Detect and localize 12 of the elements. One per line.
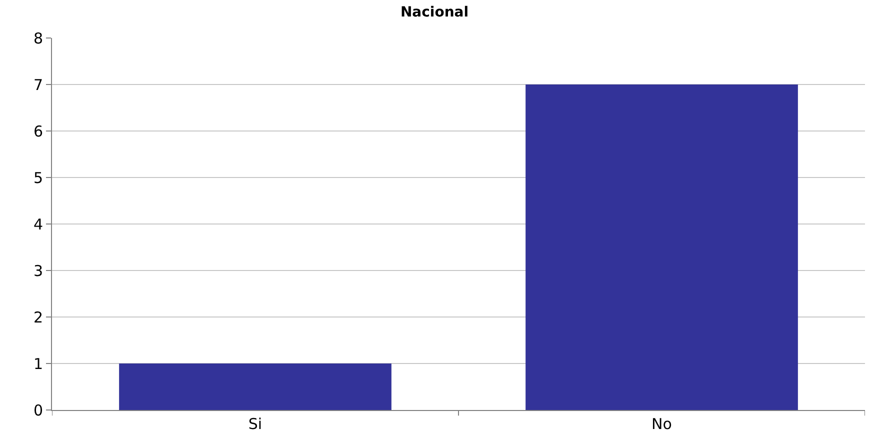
x-tick-label: Si bbox=[248, 415, 262, 433]
chart-title: Nacional bbox=[400, 4, 469, 20]
x-tick-label: No bbox=[652, 415, 672, 433]
y-tick-label: 1 bbox=[33, 354, 43, 373]
y-tick-label: 2 bbox=[33, 308, 43, 326]
y-tick-label: 8 bbox=[33, 29, 43, 48]
y-tick-label: 6 bbox=[33, 122, 43, 140]
y-tick-label: 3 bbox=[33, 262, 43, 280]
y-tick-label: 4 bbox=[33, 215, 43, 234]
y-tick-label: 7 bbox=[33, 76, 43, 94]
y-tick-label: 5 bbox=[33, 168, 43, 187]
y-tick-label: 0 bbox=[33, 401, 43, 420]
